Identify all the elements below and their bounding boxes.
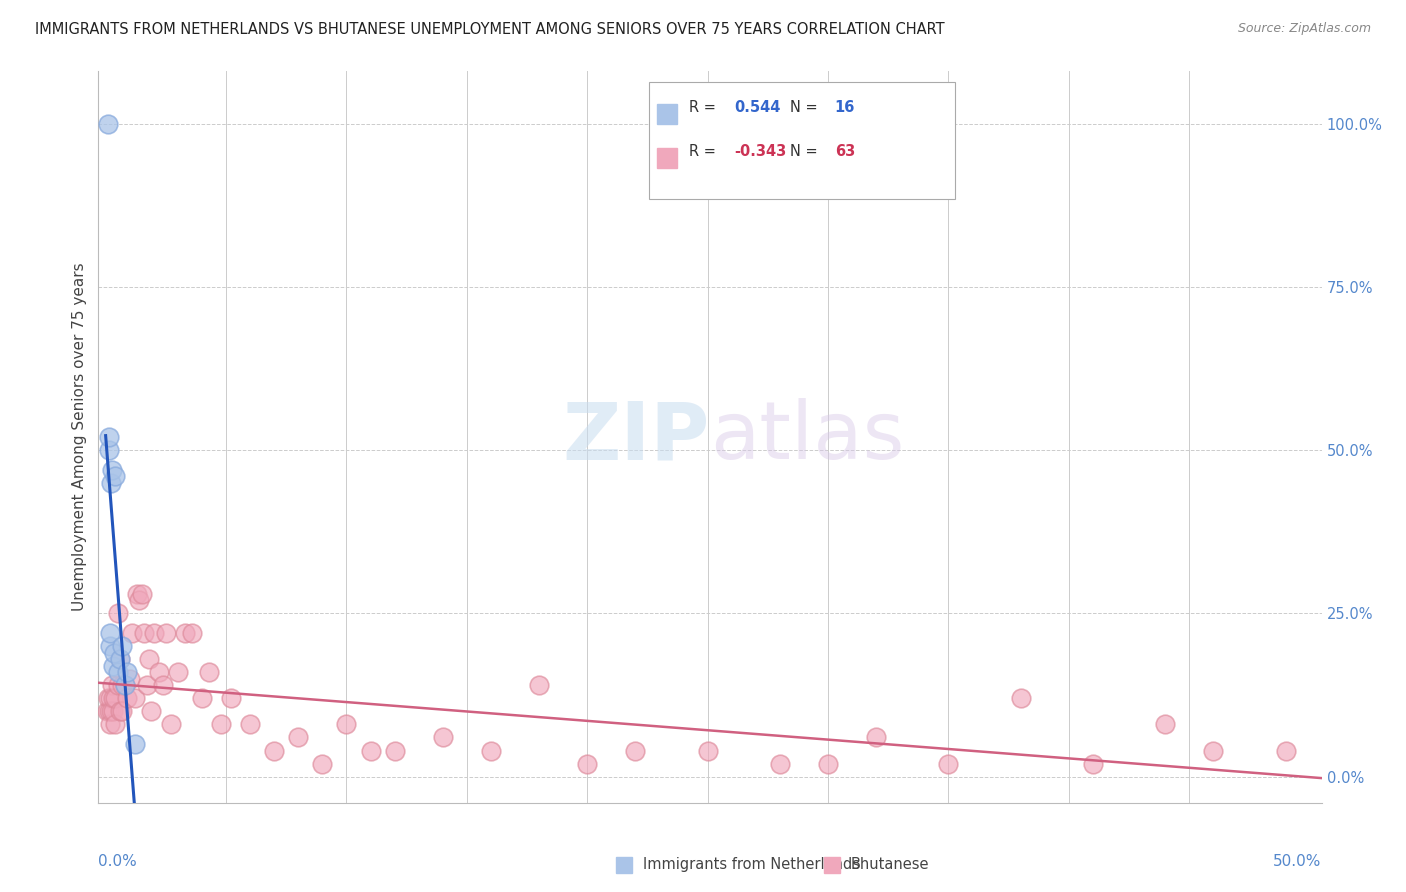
Point (100, 678, 122, 692)
Point (311, 756, 333, 771)
Text: IMMIGRANTS FROM NETHERLANDS VS BHUTANESE UNEMPLOYMENT AMONG SENIORS OVER 75 YEAR: IMMIGRANTS FROM NETHERLANDS VS BHUTANESE… (35, 22, 945, 37)
Point (114, 678, 136, 692)
Text: Immigrants from Netherlands: Immigrants from Netherlands (643, 857, 859, 872)
Point (108, 652, 131, 666)
Text: -0.343: -0.343 (734, 145, 787, 160)
Point (107, 678, 129, 692)
Point (239, 717, 262, 731)
Point (141, 705, 163, 719)
Point (624, 743, 647, 757)
Point (696, 743, 718, 757)
Point (287, 731, 309, 745)
Point (159, 717, 181, 731)
Point (1274, 743, 1296, 757)
Point (142, 626, 165, 640)
Point (124, 737, 146, 751)
Point (152, 678, 174, 692)
Point (124, 691, 146, 706)
Point (104, 691, 127, 706)
Point (117, 691, 139, 706)
Point (101, 658, 124, 673)
Point (479, 743, 502, 757)
Point (209, 717, 232, 731)
Point (125, 587, 148, 601)
Point (865, 731, 887, 745)
Point (135, 678, 157, 692)
Point (98, 705, 121, 719)
Point (101, 705, 124, 719)
Point (118, 672, 141, 686)
Point (98, 639, 121, 653)
Point (128, 593, 150, 607)
Text: ZIP: ZIP (562, 398, 710, 476)
Point (198, 665, 221, 680)
Point (148, 665, 170, 680)
Point (134, 626, 156, 640)
Point (98, 430, 121, 444)
Point (138, 652, 160, 666)
Point (107, 607, 129, 621)
Point (97, 117, 120, 131)
Point (100, 626, 122, 640)
Text: 63: 63 (835, 145, 855, 160)
Point (97, 691, 120, 706)
Text: R =: R = (689, 101, 716, 115)
Point (97, 443, 120, 458)
Point (98, 717, 121, 731)
Point (131, 587, 153, 601)
Point (527, 678, 550, 692)
Point (1081, 756, 1104, 771)
Point (1010, 691, 1032, 706)
Point (335, 717, 357, 731)
Point (769, 756, 792, 771)
Text: Source: ZipAtlas.com: Source: ZipAtlas.com (1237, 22, 1371, 36)
Point (360, 743, 382, 757)
Point (111, 639, 134, 653)
Point (1154, 717, 1177, 731)
Text: atlas: atlas (710, 398, 904, 476)
Text: 50.0%: 50.0% (1274, 854, 1322, 869)
Point (104, 717, 127, 731)
Point (108, 652, 131, 666)
Y-axis label: Unemployment Among Seniors over 75 years: Unemployment Among Seniors over 75 years (72, 263, 87, 611)
Point (103, 646, 125, 660)
FancyBboxPatch shape (650, 82, 955, 200)
Point (121, 626, 143, 640)
Point (104, 469, 127, 483)
Point (432, 731, 454, 745)
Point (155, 626, 177, 640)
Text: 0.544: 0.544 (734, 101, 780, 115)
Point (100, 475, 122, 490)
Point (111, 705, 134, 719)
Text: N =: N = (790, 101, 817, 115)
Point (100, 705, 122, 719)
Point (114, 678, 136, 692)
Point (100, 463, 122, 477)
Point (167, 665, 190, 680)
Text: Bhutanese: Bhutanese (851, 857, 929, 872)
Point (111, 678, 134, 692)
Text: 16: 16 (835, 101, 855, 115)
Point (191, 691, 214, 706)
Point (263, 743, 285, 757)
Point (219, 691, 242, 706)
Point (576, 756, 599, 771)
Point (1202, 743, 1225, 757)
Point (101, 691, 124, 706)
Point (817, 756, 839, 771)
Text: 0.0%: 0.0% (98, 854, 138, 869)
Point (117, 665, 139, 680)
Point (384, 743, 406, 757)
Point (174, 626, 197, 640)
Point (96, 705, 118, 719)
Text: N =: N = (790, 145, 817, 160)
Text: R =: R = (689, 145, 716, 160)
Point (108, 705, 131, 719)
Point (938, 756, 960, 771)
Point (107, 665, 129, 680)
Point (100, 691, 122, 706)
Point (181, 626, 204, 640)
